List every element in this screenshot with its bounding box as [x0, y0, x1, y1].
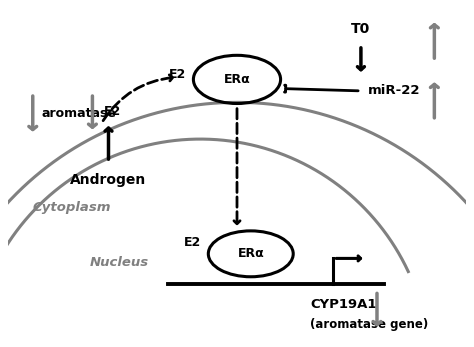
Text: E2: E2: [104, 105, 121, 118]
Text: CYP19A1: CYP19A1: [310, 298, 377, 311]
Text: Nucleus: Nucleus: [90, 256, 149, 270]
Text: ERα: ERα: [237, 247, 264, 260]
Text: Androgen: Androgen: [70, 174, 146, 187]
Text: E2: E2: [184, 236, 201, 249]
Text: aromatase: aromatase: [42, 107, 117, 120]
Text: miR-22: miR-22: [368, 84, 420, 98]
Text: (aromatase gene): (aromatase gene): [310, 319, 428, 331]
Text: ERα: ERα: [224, 73, 250, 86]
Text: Cytoplasm: Cytoplasm: [33, 201, 111, 214]
Text: T0: T0: [351, 22, 371, 36]
Text: E2: E2: [169, 68, 186, 81]
